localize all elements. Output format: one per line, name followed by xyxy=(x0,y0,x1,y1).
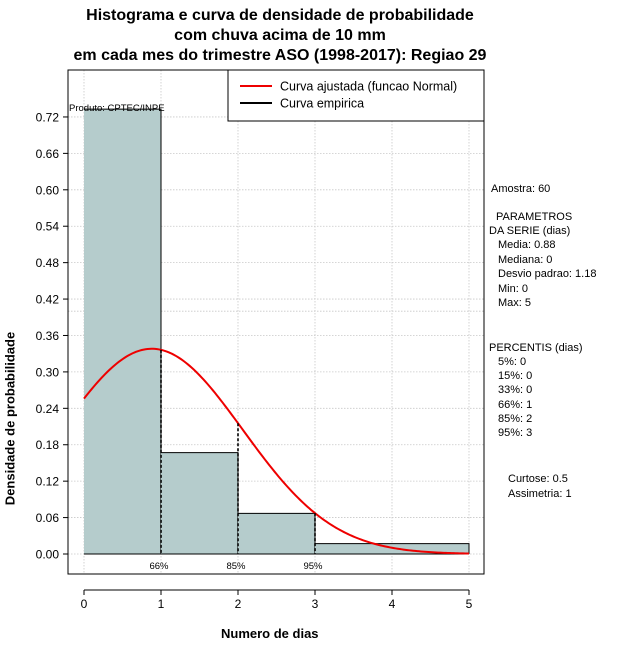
chart-title-line-3: em cada mes do trimestre ASO (1998-2017)… xyxy=(73,47,487,64)
stat-max: Max: 5 xyxy=(498,297,532,309)
histogram-bar-2 xyxy=(238,513,315,554)
x-tick-label-1: 1 xyxy=(158,597,165,611)
y-tick-label-3: 0.18 xyxy=(36,438,60,452)
y-tick-label-4: 0.24 xyxy=(36,402,60,416)
y-tick-label-9: 0.54 xyxy=(36,220,60,234)
y-tick-label-7: 0.42 xyxy=(36,293,60,307)
x-tick-label-2: 2 xyxy=(235,597,242,611)
percentile-label-95: 95% xyxy=(303,561,323,572)
stat-sample: Amostra: 60 xyxy=(491,183,551,195)
histogram-bar-3 xyxy=(315,543,469,554)
x-tick-label-3: 3 xyxy=(312,597,319,611)
stat-p33: 33%: 0 xyxy=(498,384,533,396)
legend-box xyxy=(227,69,485,122)
stat-p15: 15%: 0 xyxy=(498,370,533,382)
y-tick-label-10: 0.60 xyxy=(36,183,60,197)
chart-title-line-1: Histograma e curva de densidade de proba… xyxy=(86,7,474,24)
y-tick-label-8: 0.48 xyxy=(36,256,60,270)
percentile-label-66: 66% xyxy=(149,561,169,572)
y-tick-label-6: 0.36 xyxy=(36,329,60,343)
x-tick-label-0: 0 xyxy=(81,597,88,611)
legend-label-0: Curva ajustada (funcao Normal) xyxy=(280,80,457,94)
empirical-step-3 xyxy=(315,543,470,554)
y-tick-label-5: 0.30 xyxy=(36,365,60,379)
stat-assimetria: Assimetria: 1 xyxy=(508,488,572,500)
x-axis-label: Numero de dias xyxy=(221,626,319,641)
percentile-label-85: 85% xyxy=(226,561,246,572)
normal-fit-curve xyxy=(83,347,470,555)
x-tick-label-5: 5 xyxy=(466,597,473,611)
y-tick-label-0: 0.00 xyxy=(36,548,60,562)
x-tick-label-4: 4 xyxy=(389,597,396,611)
stat-p66: 66%: 1 xyxy=(498,399,533,411)
stat-p95: 95%: 3 xyxy=(498,427,533,439)
stat-params-title-2: DA SERIE (dias) xyxy=(489,225,571,237)
y-tick-label-11: 0.66 xyxy=(36,147,60,161)
stat-min: Min: 0 xyxy=(498,283,528,295)
stat-mediana: Mediana: 0 xyxy=(498,254,553,266)
stat-curtose: Curtose: 0.5 xyxy=(508,473,568,485)
stat-percentis-title: PERCENTIS (dias) xyxy=(489,342,583,354)
histogram-bar-0 xyxy=(84,109,161,554)
y-tick-label-1: 0.06 xyxy=(36,511,60,525)
legend-label-1: Curva empirica xyxy=(280,97,364,111)
stat-params-title-1: PARAMETROS xyxy=(496,211,573,223)
stat-p5: 5%: 0 xyxy=(498,356,527,368)
chart-title-line-2: com chuva acima de 10 mm xyxy=(174,27,386,44)
product-label: Produto: CPTEC/INPE xyxy=(69,103,165,114)
y-axis-label: Densidade de probabilidade xyxy=(2,331,18,506)
histogram-bar-1 xyxy=(161,452,238,554)
y-tick-label-2: 0.12 xyxy=(36,475,60,489)
stat-media: Media: 0.88 xyxy=(498,239,556,251)
y-tick-label-12: 0.72 xyxy=(36,110,60,124)
stat-desvio: Desvio padrao: 1.18 xyxy=(498,268,597,280)
stat-p85: 85%: 2 xyxy=(498,413,533,425)
